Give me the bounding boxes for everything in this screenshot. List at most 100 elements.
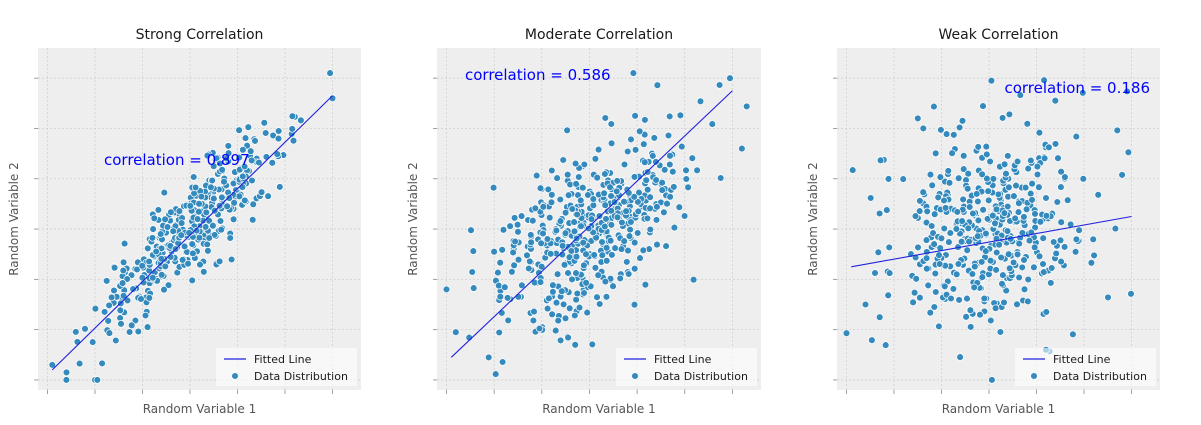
data-point — [1030, 243, 1039, 252]
data-point — [978, 273, 987, 281]
data-point — [623, 147, 632, 156]
data-point — [561, 208, 570, 217]
data-point — [105, 329, 114, 337]
data-point — [1089, 235, 1097, 244]
data-point — [912, 275, 920, 283]
data-point — [249, 200, 257, 209]
data-point — [949, 285, 958, 293]
data-point — [936, 244, 944, 252]
data-point — [871, 269, 879, 277]
data-point — [607, 120, 616, 128]
data-point — [1000, 160, 1009, 169]
chart-title: Weak Correlation — [939, 27, 1059, 43]
data-point — [616, 274, 624, 283]
data-point — [976, 310, 984, 319]
data-point — [539, 229, 547, 238]
data-point — [627, 218, 635, 226]
data-point — [620, 197, 628, 206]
data-point — [523, 251, 531, 260]
data-point — [666, 152, 674, 160]
data-point — [646, 193, 654, 201]
data-point — [606, 183, 614, 191]
data-point — [1018, 263, 1026, 272]
data-point — [527, 231, 535, 239]
data-point — [965, 237, 973, 246]
data-point — [191, 183, 200, 192]
data-point — [989, 211, 997, 220]
data-point — [884, 291, 892, 300]
data-point — [1123, 87, 1131, 96]
data-point — [742, 102, 751, 111]
data-point — [589, 195, 598, 203]
data-point — [966, 323, 975, 331]
data-point — [666, 160, 674, 169]
data-point — [543, 304, 552, 313]
data-point — [613, 177, 621, 185]
data-point — [1005, 110, 1014, 119]
data-point — [958, 117, 967, 125]
data-point — [1014, 208, 1023, 216]
data-point — [602, 215, 610, 223]
data-point — [100, 308, 109, 316]
data-point — [559, 300, 568, 309]
data-point — [660, 208, 668, 217]
data-point — [977, 258, 986, 266]
data-point — [452, 328, 460, 336]
data-point — [676, 111, 685, 120]
data-point — [506, 222, 514, 230]
data-point — [987, 316, 995, 325]
data-point — [1079, 175, 1088, 183]
data-point — [876, 156, 885, 165]
data-point — [224, 142, 233, 150]
data-point — [248, 176, 256, 185]
data-point — [1039, 260, 1047, 268]
data-point — [601, 114, 610, 122]
data-point — [289, 136, 298, 145]
data-point — [995, 240, 1003, 249]
data-point — [984, 187, 992, 195]
data-point — [112, 336, 120, 345]
data-point — [161, 262, 170, 271]
data-point — [529, 316, 538, 325]
data-point — [169, 227, 177, 235]
data-point — [641, 280, 650, 289]
data-point — [643, 214, 652, 223]
data-point — [1004, 152, 1012, 160]
data-point — [274, 134, 283, 143]
data-point — [630, 238, 639, 247]
data-point — [222, 154, 231, 163]
data-point — [145, 257, 153, 266]
data-point — [670, 183, 678, 191]
data-point — [911, 212, 920, 220]
legend-label-data-distribution: Data Distribution — [254, 370, 348, 383]
data-point — [994, 190, 1003, 199]
data-point — [1024, 297, 1032, 306]
data-point — [601, 170, 609, 178]
data-point — [612, 187, 621, 196]
data-point — [606, 236, 615, 245]
data-point — [288, 125, 296, 133]
data-point — [653, 240, 661, 249]
data-point — [208, 176, 216, 185]
data-point — [982, 229, 990, 238]
data-point — [984, 196, 993, 205]
data-point — [195, 200, 203, 208]
data-point — [630, 300, 639, 309]
data-point — [102, 277, 111, 285]
data-point — [1072, 132, 1081, 141]
legend: Fitted Line Data Distribution — [616, 348, 757, 386]
y-axis-label: Random Variable 2 — [7, 162, 21, 276]
data-point — [127, 321, 136, 330]
fitted-line — [51, 95, 333, 371]
data-point — [217, 225, 225, 234]
data-point — [959, 152, 968, 160]
data-point — [572, 269, 580, 277]
data-point — [607, 207, 616, 215]
data-point — [962, 313, 970, 321]
data-point — [537, 262, 546, 271]
data-point — [129, 285, 137, 293]
data-point — [1036, 218, 1045, 226]
data-point — [955, 296, 963, 304]
data-point — [535, 324, 544, 333]
data-point — [620, 160, 629, 169]
